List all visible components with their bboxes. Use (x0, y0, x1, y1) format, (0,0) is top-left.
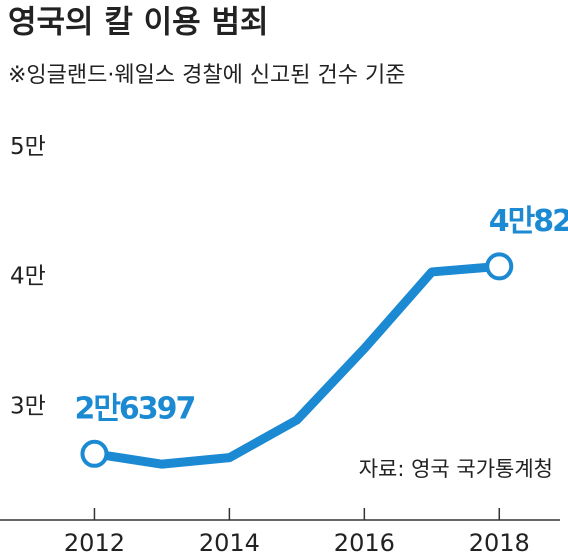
chart-title: 영국의 칼 이용 범죄 (8, 5, 269, 41)
value-label: 4만829 (489, 204, 568, 239)
x-tick-label: 2016 (334, 529, 395, 557)
y-tick-label: 4만 (10, 264, 46, 290)
y-tick-label: 3만 (10, 394, 46, 420)
source-note: 자료: 영국 국가통계청 (359, 457, 553, 481)
line (93, 261, 500, 469)
chart-subtitle: ※잉글랜드·웨일스 경찰에 신고된 건수 기준 (8, 63, 405, 88)
x-tick-label: 2014 (199, 529, 260, 557)
point-marker (80, 439, 109, 468)
point-marker (485, 252, 514, 281)
y-tick-label: 5만 (10, 134, 46, 160)
x-tick-label: 2012 (64, 529, 125, 557)
value-label: 2만6397 (74, 391, 194, 426)
x-tick-label: 2018 (469, 529, 530, 557)
